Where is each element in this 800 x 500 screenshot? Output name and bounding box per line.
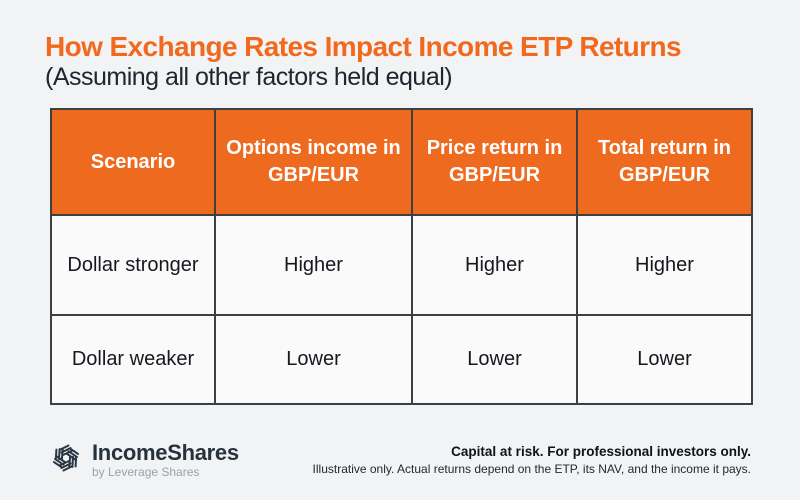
column-header-options-income: Options income in GBP/EUR xyxy=(214,108,413,216)
cell-options-income: Higher xyxy=(214,214,413,316)
cell-scenario: Dollar stronger xyxy=(50,214,216,316)
column-header-price-return: Price return in GBP/EUR xyxy=(411,108,578,216)
cell-total-return: Higher xyxy=(576,214,753,316)
cell-options-income: Lower xyxy=(214,314,413,405)
brand-text: IncomeShares by Leverage Shares xyxy=(92,441,239,479)
exchange-impact-table: Scenario Options income in GBP/EUR Price… xyxy=(50,108,753,405)
table-row-dollar-weaker: Dollar weaker Lower Lower Lower xyxy=(50,314,753,405)
column-header-total-return: Total return in GBP/EUR xyxy=(576,108,753,216)
table-header-row: Scenario Options income in GBP/EUR Price… xyxy=(50,108,753,216)
page-subtitle: (Assuming all other factors held equal) xyxy=(45,63,453,91)
footer: IncomeShares by Leverage Shares Capital … xyxy=(50,441,751,480)
risk-warning: Capital at risk. For professional invest… xyxy=(451,443,751,459)
hexagon-pinwheel-icon xyxy=(50,441,82,480)
brand-tagline: by Leverage Shares xyxy=(92,465,200,480)
disclaimers: Capital at risk. For professional invest… xyxy=(313,443,751,478)
cell-price-return: Lower xyxy=(411,314,578,405)
table-row-dollar-stronger: Dollar stronger Higher Higher Higher xyxy=(50,214,753,316)
cell-total-return: Lower xyxy=(576,314,753,405)
brand-name: IncomeShares xyxy=(92,440,239,466)
cell-price-return: Higher xyxy=(411,214,578,316)
illustrative-disclaimer: Illustrative only. Actual returns depend… xyxy=(312,462,751,477)
column-header-scenario: Scenario xyxy=(50,108,216,216)
page-title: How Exchange Rates Impact Income ETP Ret… xyxy=(45,31,682,62)
brand-lockup: IncomeShares by Leverage Shares xyxy=(50,441,239,480)
cell-scenario: Dollar weaker xyxy=(50,314,216,405)
